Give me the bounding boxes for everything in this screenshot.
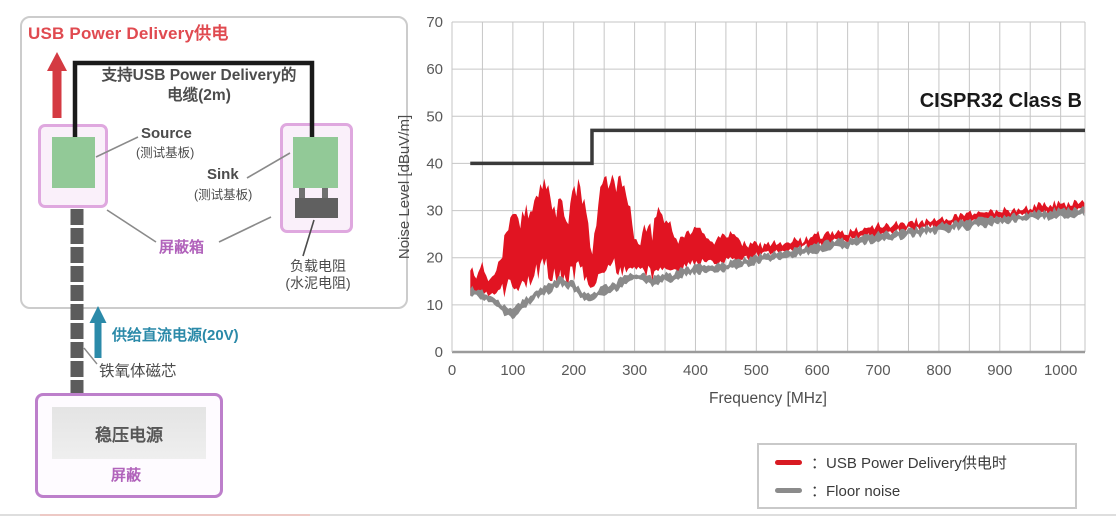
cispr-limit-line	[470, 128, 1085, 166]
diagram-title: USB Power Delivery供电	[28, 24, 229, 43]
diagram-lines-svg	[47, 52, 315, 396]
shieldbox-leader-left	[106, 209, 157, 243]
resistor-lead-right	[322, 188, 328, 199]
x-axis-title: Frequency [MHz]	[708, 390, 827, 407]
y-tick-label: 20	[426, 250, 443, 267]
usb-pd-cable	[72, 60, 315, 142]
floor-noise-legend-swatch	[775, 487, 802, 493]
y-tick-label: 10	[426, 297, 443, 314]
cable-label-line1: 支持USB Power Delivery的	[101, 67, 297, 84]
x-tick-label: 800	[926, 362, 951, 379]
x-tick-label: 300	[622, 362, 647, 379]
load-resistor	[295, 198, 338, 218]
x-tick-label: 500	[744, 362, 769, 379]
usb-pd-legend-label: ：USB Power Delivery供电时	[811, 454, 1007, 472]
x-tick-label: 700	[866, 362, 891, 379]
psu-shield-label: 屏蔽	[110, 467, 141, 484]
shield-box-label: 屏蔽箱	[159, 239, 205, 256]
ferrite-leader	[83, 347, 98, 365]
y-tick-label: 0	[435, 344, 443, 361]
load-resistor-line2: (水泥电阻)	[285, 275, 351, 291]
y-tick-label: 40	[426, 155, 443, 172]
y-tick-label: 30	[426, 203, 443, 220]
bottom-divider	[0, 514, 1116, 516]
x-tick-label: 0	[448, 362, 456, 379]
legend-row-floor-noise: ：Floor noise	[775, 480, 1075, 501]
sink-test-board	[293, 137, 338, 188]
source-leader-line	[95, 136, 139, 158]
floor-noise-legend-label: ：Floor noise	[811, 482, 901, 500]
x-tick-label: 900	[987, 362, 1012, 379]
shieldbox-leader-right	[218, 216, 272, 243]
y-axis-title: Noise Level [dBuV/m]	[396, 114, 413, 260]
x-tick-label: 600	[805, 362, 830, 379]
legend-row-usb-pd: ：USB Power Delivery供电时	[775, 452, 1075, 473]
sink-leader-line	[246, 152, 291, 179]
x-tick-label: 400	[683, 362, 708, 379]
usb-pd-legend-swatch	[775, 459, 802, 465]
psu-unit: 稳压电源	[52, 407, 206, 459]
source-label: Source	[141, 125, 192, 142]
source-test-board	[52, 137, 95, 188]
y-tick-label: 60	[426, 61, 443, 78]
cable-label: 支持USB Power Delivery的 电缆(2m)	[85, 66, 313, 106]
ferrite-label: 铁氧体磁芯	[99, 363, 177, 380]
load-resistor-leader	[302, 219, 315, 257]
cable-label-line2: 电缆(2m)	[167, 87, 231, 104]
resistor-lead-left	[299, 188, 305, 199]
sink-label: Sink	[207, 166, 239, 183]
chart-legend: ：USB Power Delivery供电时 ：Floor noise	[757, 443, 1077, 509]
power-flow-arrow-icon	[47, 52, 67, 118]
x-tick-label: 200	[561, 362, 586, 379]
psu-label: 稳压电源	[95, 425, 163, 445]
usb-pd-trace	[470, 174, 1085, 298]
y-tick-label: 50	[426, 108, 443, 125]
y-tick-label: 70	[426, 14, 443, 31]
sink-sublabel: (测试基板)	[194, 188, 253, 202]
x-tick-label: 100	[500, 362, 525, 379]
bottom-divider-accent	[40, 514, 310, 516]
dc-supply-label: 供给直流电源(20V)	[112, 327, 239, 344]
x-tick-label: 1000	[1044, 362, 1077, 379]
dc-supply-arrow-icon	[89, 306, 107, 358]
source-sublabel: (测试基板)	[136, 146, 195, 160]
load-resistor-line1: 负载电阻	[290, 258, 346, 274]
cispr-limit-label: CISPR32 Class B	[919, 90, 1082, 112]
floor-noise-trace	[470, 206, 1085, 320]
load-resistor-label: 负载电阻 (水泥电阻)	[266, 258, 370, 292]
